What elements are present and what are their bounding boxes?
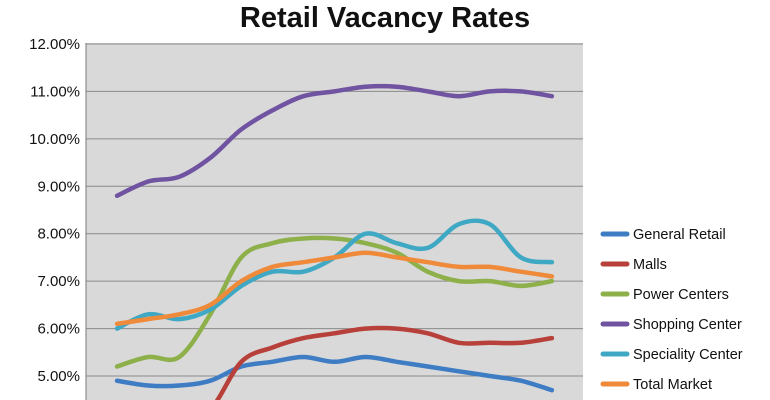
gridlines xyxy=(85,43,583,400)
series-line-total-market xyxy=(114,250,555,327)
chart-title: Retail Vacancy Rates xyxy=(240,2,530,34)
y-tick-label: 9.00% xyxy=(37,178,80,195)
y-tick-label: 6.00% xyxy=(37,321,80,338)
legend-label-total-market: Total Market xyxy=(633,377,712,393)
legend-label-shopping-center: Shopping Center xyxy=(633,317,742,333)
plot-area xyxy=(86,43,583,400)
y-tick-label: 7.00% xyxy=(37,273,80,290)
legend-label-general-retail: General Retail xyxy=(633,227,726,243)
series-line-general-retail xyxy=(114,354,555,393)
series-line-power-centers xyxy=(114,235,555,369)
series-line-shopping-center xyxy=(114,83,555,199)
legend: General Retail Malls Power Centers Shopping… xyxy=(600,227,743,393)
legend-label-malls: Malls xyxy=(633,257,667,273)
y-tick-label: 8.00% xyxy=(37,226,80,243)
y-tick-label: 10.00% xyxy=(29,131,80,148)
y-tick-label: 5.00% xyxy=(37,368,80,385)
y-axis-ticks: 12.00% 11.00% 10.00% 9.00% 8.00% 7.00% 6.00% 5.… xyxy=(29,36,80,385)
legend-label-power-centers: Power Centers xyxy=(633,287,729,303)
series-line-malls xyxy=(214,325,555,400)
y-tick-label: 11.00% xyxy=(30,83,80,100)
series-lines xyxy=(114,83,555,400)
y-tick-label: 12.00% xyxy=(29,36,80,53)
legend-label-speciality-center: Speciality Center xyxy=(633,347,743,363)
